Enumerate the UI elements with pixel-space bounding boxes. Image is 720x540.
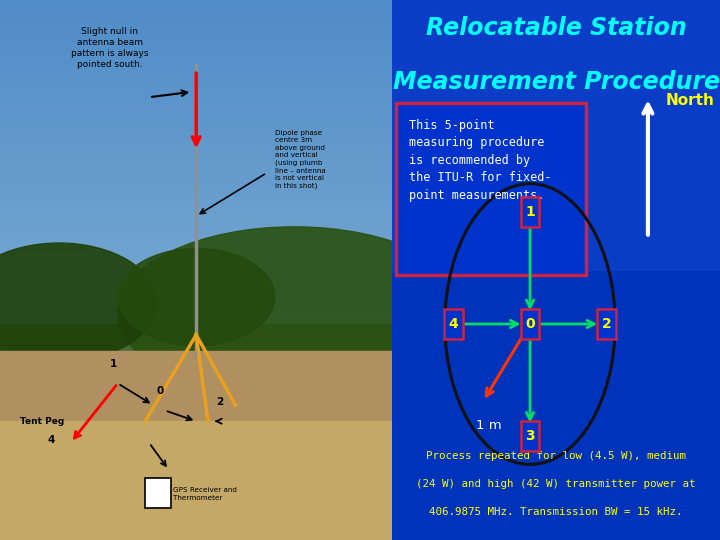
FancyBboxPatch shape [396,103,585,275]
Text: North: North [666,93,715,108]
Ellipse shape [0,243,157,362]
Text: 3: 3 [149,478,156,488]
Text: 0: 0 [157,386,164,396]
FancyBboxPatch shape [598,309,616,339]
Text: 1: 1 [525,205,535,219]
Ellipse shape [118,248,275,346]
Text: 2: 2 [216,397,223,407]
Text: This 5-point
measuring procedure
is recommended by
the ITU-R for fixed-
point me: This 5-point measuring procedure is reco… [409,119,552,202]
Bar [392,0,720,270]
Text: 406.9875 MHz. Transmission BW = 15 kHz.: 406.9875 MHz. Transmission BW = 15 kHz. [429,508,683,517]
Text: 1: 1 [110,359,117,369]
Text: Relocatable Station: Relocatable Station [426,16,687,40]
FancyBboxPatch shape [521,309,539,339]
Bar [0,421,392,540]
Text: Measurement Procedure: Measurement Procedure [392,70,720,94]
FancyBboxPatch shape [521,197,539,227]
Text: 4: 4 [47,435,55,445]
Text: GPS Receiver and
Thermometer: GPS Receiver and Thermometer [173,487,237,501]
Text: 3: 3 [525,429,535,443]
Text: Process repeated for low (4.5 W), medium: Process repeated for low (4.5 W), medium [426,451,686,461]
Text: (24 W) and high (42 W) transmitter power at: (24 W) and high (42 W) transmitter power… [416,480,696,489]
Text: 4: 4 [449,317,458,331]
FancyBboxPatch shape [444,309,462,339]
Ellipse shape [118,227,471,400]
Bar [0,351,392,540]
Text: Dipole phase
centre 3m
above ground
and vertical
(using plumb
line – antenna
is : Dipole phase centre 3m above ground and … [275,130,325,189]
Text: 1 m: 1 m [477,420,502,433]
Text: 0: 0 [525,317,535,331]
Text: 2: 2 [602,317,611,331]
Text: Tent Peg: Tent Peg [19,417,64,426]
Bar [145,478,171,508]
Text: Slight null in
antenna beam
pattern is always
pointed south.: Slight null in antenna beam pattern is a… [71,27,148,69]
FancyBboxPatch shape [521,421,539,451]
